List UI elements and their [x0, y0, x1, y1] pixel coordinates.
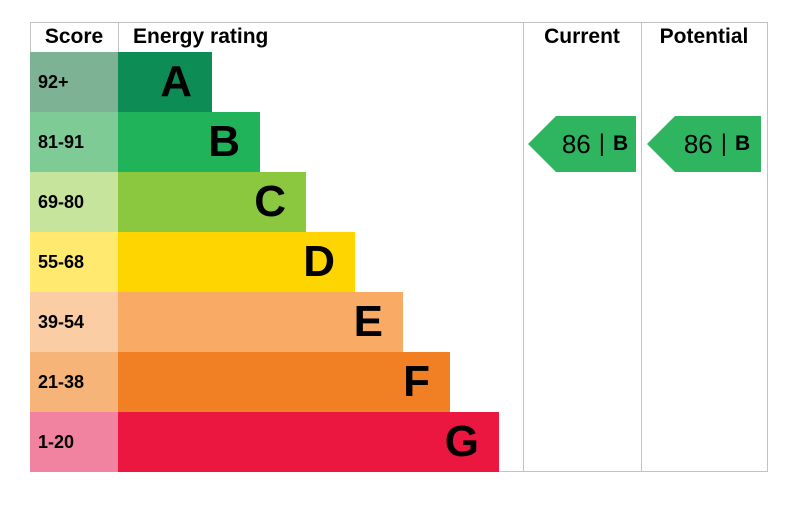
score-cell-c: 69-80	[30, 172, 118, 232]
score-cell-e: 39-54	[30, 292, 118, 352]
band-letter-e: E	[353, 297, 383, 346]
band-letter-f: F	[403, 357, 430, 406]
score-cell-a: 92+	[30, 52, 118, 112]
band-bar-a: A	[118, 52, 212, 112]
band-bar-b: B	[118, 112, 260, 172]
score-range-f: 21-38	[38, 371, 85, 392]
band-row-c: 69-80 C	[30, 172, 522, 232]
table-top-border	[30, 22, 768, 23]
potential-rating-band: B	[734, 132, 751, 155]
band-letter-c: C	[254, 177, 286, 226]
band-bar-d: D	[118, 232, 355, 292]
score-column-divider	[118, 22, 119, 52]
current-header: Current	[544, 25, 620, 48]
score-range-g: 1-20	[38, 431, 75, 452]
score-header: Score	[44, 25, 104, 48]
band-bar-f: F	[118, 352, 450, 412]
score-cell-b: 81-91	[30, 112, 118, 172]
table-right-border	[767, 22, 768, 472]
band-row-a: 92+ A	[30, 52, 522, 112]
header-left-border	[30, 22, 31, 52]
current-rating-band: B	[612, 132, 629, 155]
current-rating-separator: |	[598, 130, 605, 157]
band-row-e: 39-54 E	[30, 292, 522, 352]
band-bar-c: C	[118, 172, 306, 232]
score-cell-g: 1-20	[30, 412, 118, 472]
band-bar-e: E	[118, 292, 403, 352]
potential-rating-separator: |	[720, 130, 727, 157]
current-rating-arrow: 86 | B	[528, 116, 636, 172]
band-letter-g: G	[444, 417, 479, 466]
potential-rating-arrow: 86 | B	[647, 116, 761, 172]
score-range-b: 81-91	[38, 131, 85, 152]
band-letter-a: A	[160, 57, 192, 106]
band-letter-d: D	[303, 237, 335, 286]
score-range-d: 55-68	[38, 251, 85, 272]
score-cell-d: 55-68	[30, 232, 118, 292]
current-column-left-divider	[523, 22, 524, 472]
energy-rating-header: Energy rating	[133, 25, 269, 48]
score-range-e: 39-54	[38, 311, 85, 332]
potential-header: Potential	[659, 25, 749, 48]
potential-rating-value: 86	[683, 128, 713, 159]
current-rating-value: 86	[561, 128, 591, 159]
band-letter-b: B	[208, 117, 240, 166]
band-row-d: 55-68 D	[30, 232, 522, 292]
current-column-right-divider	[641, 22, 642, 472]
band-row-b: 81-91 B	[30, 112, 522, 172]
band-row-f: 21-38 F	[30, 352, 522, 412]
band-row-g: 1-20 G	[30, 412, 522, 472]
score-range-c: 69-80	[38, 191, 85, 212]
score-cell-f: 21-38	[30, 352, 118, 412]
score-range-a: 92+	[38, 71, 69, 92]
table-bottom-border	[497, 471, 768, 472]
band-bar-g: G	[118, 412, 499, 472]
